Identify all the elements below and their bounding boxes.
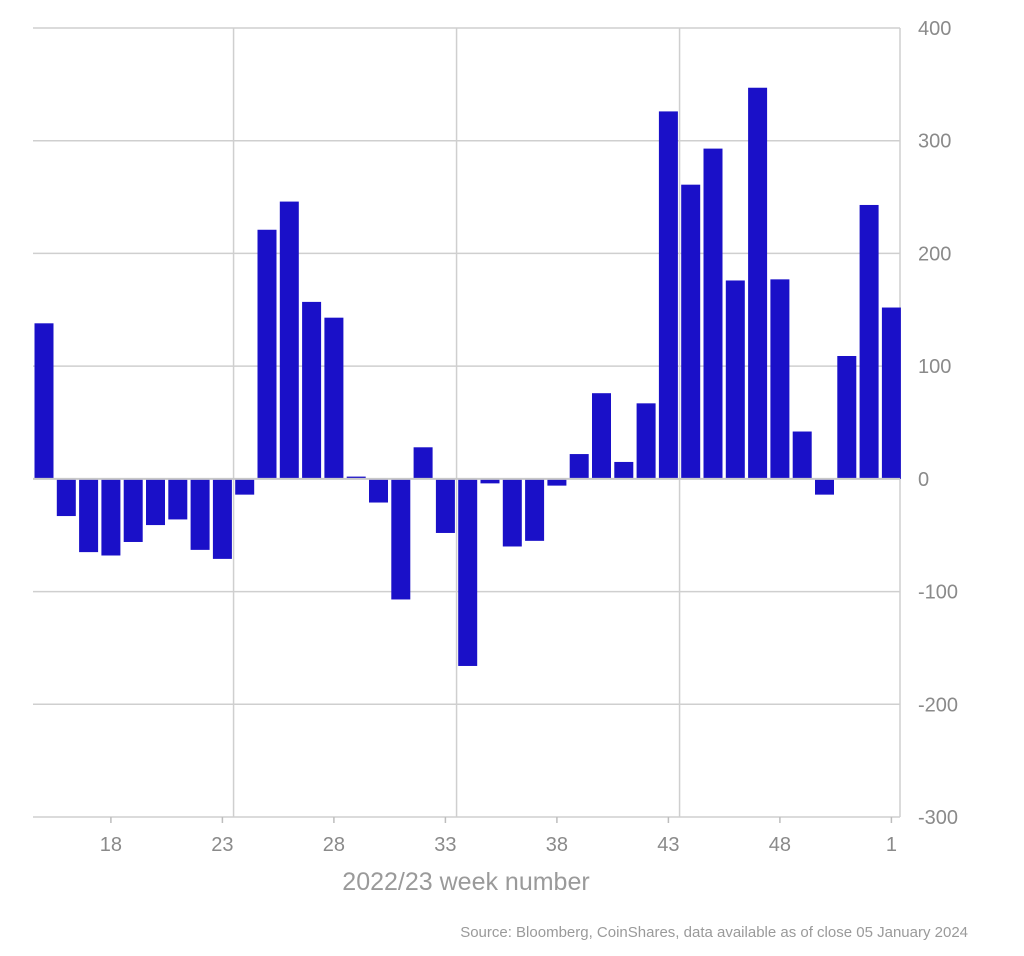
y-tick-label: 300: [918, 131, 951, 153]
bar: [458, 478, 478, 666]
grid-layer: [33, 27, 901, 818]
bar: [859, 204, 879, 479]
bar: [837, 355, 857, 479]
x-tick-label: 43: [657, 834, 679, 856]
bar: [703, 148, 723, 479]
bar: [413, 447, 433, 479]
y-tick-label: -300: [918, 807, 958, 829]
x-axis-label: 2022/23 week number: [342, 868, 589, 896]
bar: [681, 184, 701, 479]
y-tick-label: 100: [918, 356, 951, 378]
bar: [346, 476, 366, 479]
bar: [748, 87, 768, 479]
bar: [324, 317, 344, 479]
bar: [435, 478, 455, 533]
bar: [815, 478, 834, 495]
bar: [547, 478, 567, 486]
bar: [569, 454, 589, 479]
bar: [212, 478, 232, 559]
y-tick-labels: 400 300 200 100 0 -100 -200 -300: [918, 18, 958, 829]
bar: [614, 461, 634, 479]
x-tick-label: 33: [434, 834, 456, 856]
bar: [881, 307, 901, 479]
bar: [34, 323, 54, 479]
bar: [369, 478, 388, 503]
y-tick-label: 400: [918, 18, 951, 40]
x-tick-label: 1: [886, 834, 897, 856]
x-tick-label: 48: [769, 834, 791, 856]
x-tick-labels: 18 23 28 33 38 43 48 1: [100, 817, 897, 856]
bar: [592, 393, 611, 479]
source-note: Source: Bloomberg, CoinShares, data avai…: [460, 924, 968, 941]
bar: [636, 403, 656, 479]
bar: [391, 478, 411, 600]
y-tick-label: 0: [918, 469, 929, 491]
bar: [792, 431, 812, 479]
bar: [279, 201, 299, 479]
x-tick-label: 23: [211, 834, 233, 856]
bar: [146, 478, 165, 526]
y-tick-label: 200: [918, 243, 951, 265]
bar: [525, 478, 545, 541]
x-tick-label: 28: [323, 834, 345, 856]
bar: [770, 279, 790, 479]
bar: [79, 478, 99, 553]
bar: [168, 478, 188, 520]
y-tick-label: -200: [918, 694, 958, 716]
bars-layer: [34, 87, 901, 666]
bar: [56, 478, 76, 517]
bar: [190, 478, 210, 550]
y-tick-label: -100: [918, 582, 958, 604]
bar: [658, 111, 678, 479]
x-tick-label: 38: [546, 834, 568, 856]
bar: [725, 280, 745, 479]
bar: [257, 229, 277, 479]
bar: [235, 478, 255, 495]
bar: [502, 478, 522, 547]
x-tick-label: 18: [100, 834, 122, 856]
bar: [480, 478, 500, 484]
bar: [101, 478, 121, 556]
bar: [302, 301, 322, 479]
bar: [123, 478, 143, 542]
